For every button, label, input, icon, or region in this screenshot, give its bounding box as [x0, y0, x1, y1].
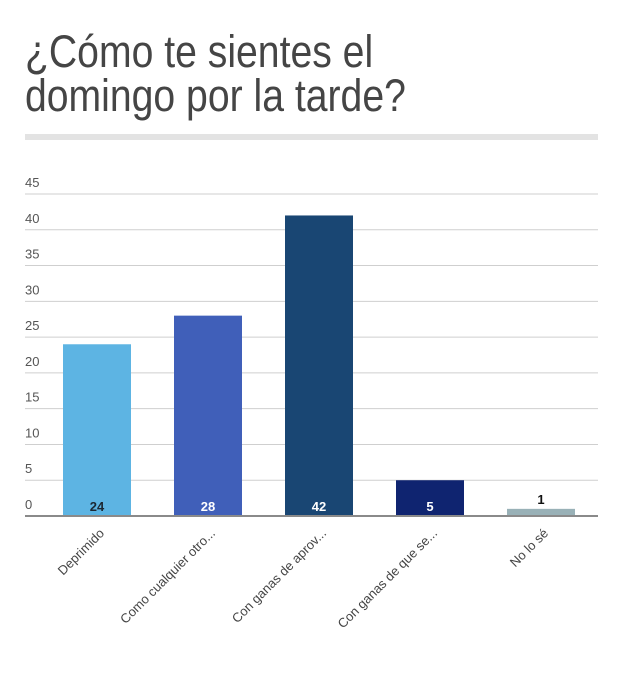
y-tick-label: 45 — [25, 175, 39, 190]
data-label: 42 — [312, 499, 326, 514]
y-tick-label: 25 — [25, 318, 39, 333]
data-label: 5 — [426, 499, 433, 514]
y-tick-label: 35 — [25, 247, 39, 262]
title-divider — [25, 134, 598, 140]
y-tick-label: 0 — [25, 497, 32, 512]
bar — [63, 344, 131, 516]
x-tick-label: No lo sé — [507, 526, 551, 570]
data-label: 24 — [90, 499, 105, 514]
chart-title-line-2: domingo por la tarde? — [25, 70, 406, 121]
y-tick-label: 10 — [25, 425, 39, 440]
chart-title: ¿Cómo te sientes el domingo por la tarde… — [25, 29, 406, 121]
y-tick-label: 40 — [25, 211, 39, 226]
y-tick-label: 30 — [25, 282, 39, 297]
bar — [285, 215, 353, 516]
bar — [396, 480, 464, 516]
bar — [174, 315, 242, 516]
y-tick-label: 20 — [25, 354, 39, 369]
chart-title-line-1: ¿Cómo te sientes el — [25, 26, 374, 77]
x-tick-label: Con ganas de aprov... — [229, 526, 329, 626]
x-tick-label: Deprimido — [55, 526, 108, 579]
y-tick-label: 15 — [25, 390, 39, 405]
bar — [507, 508, 575, 516]
x-tick-label: Como cualquier otro... — [117, 526, 218, 627]
y-tick-label: 5 — [25, 461, 32, 476]
x-tick-label: Con ganas de que se... — [334, 526, 440, 632]
data-label: 28 — [201, 499, 215, 514]
data-label: 1 — [537, 492, 544, 507]
